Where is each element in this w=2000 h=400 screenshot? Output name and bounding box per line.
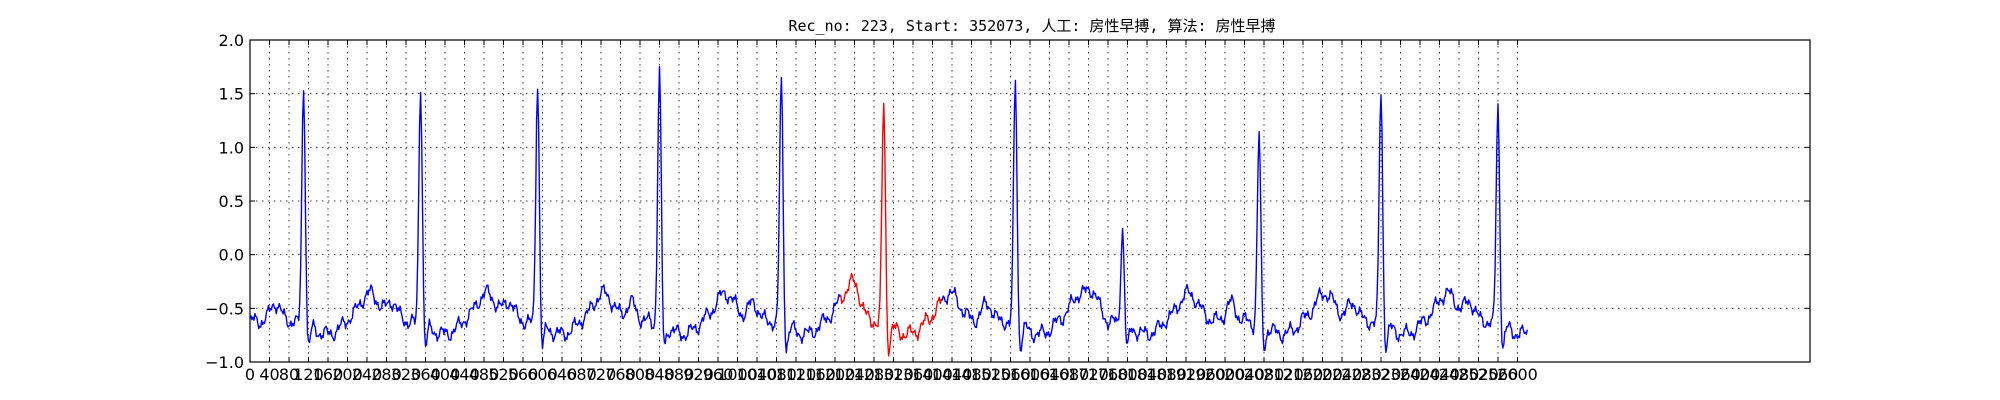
x-tick-label: 880	[664, 365, 695, 384]
x-tick-label: 1600	[1010, 365, 1051, 384]
x-tick-label: 1560	[990, 365, 1031, 384]
x-tick-label: 400	[430, 365, 461, 384]
x-tick-label: 920	[683, 365, 714, 384]
ecg-traces	[249, 66, 1528, 357]
x-tick-label: 440	[449, 365, 480, 384]
x-tick-label: 1400	[912, 365, 953, 384]
x-tick-label: 200	[332, 365, 363, 384]
x-tick-label: 2560	[1478, 365, 1519, 384]
x-tick-label: 480	[469, 365, 500, 384]
grid-layer	[250, 40, 1810, 362]
x-tick-label: 2160	[1283, 365, 1324, 384]
x-tick-label: 800	[625, 365, 656, 384]
x-tick-label: 1640	[1029, 365, 1070, 384]
x-tick-label: 560	[508, 365, 539, 384]
x-tick-label: 1680	[1049, 365, 1090, 384]
x-tick-label: 680	[566, 365, 597, 384]
x-tick-label: 1240	[834, 365, 875, 384]
x-tick-label: 0	[245, 365, 255, 384]
x-tick-label: 1120	[776, 365, 817, 384]
ecg-segment-normal	[249, 66, 841, 354]
x-tick-label: 1880	[1146, 365, 1187, 384]
x-tick-label: 1160	[795, 365, 836, 384]
x-tick-label: 1200	[815, 365, 856, 384]
x-tick-label: 1360	[893, 365, 934, 384]
x-tick-label: 1520	[971, 365, 1012, 384]
x-tick-label: 520	[488, 365, 519, 384]
x-tick-label: 2520	[1458, 365, 1499, 384]
x-tick-label: 160	[313, 365, 344, 384]
y-tick-label: −0.5	[205, 299, 244, 318]
x-tick-label: 2040	[1224, 365, 1265, 384]
x-tick-label: 720	[586, 365, 617, 384]
x-tick-label: 1440	[932, 365, 973, 384]
x-tick-label: 600	[527, 365, 558, 384]
ecg-segment-normal	[941, 79, 1528, 353]
x-tick-label: 1920	[1166, 365, 1207, 384]
x-tick-label: 840	[644, 365, 675, 384]
x-tick-label: 320	[391, 365, 422, 384]
x-tick-label: 1840	[1127, 365, 1168, 384]
x-tick-label: 2080	[1244, 365, 1285, 384]
x-tick-label: 2440	[1419, 365, 1460, 384]
y-tick-label: 2.0	[219, 31, 244, 50]
x-tick-label: 2000	[1205, 365, 1246, 384]
x-tick-label: 1040	[737, 365, 778, 384]
x-tick-label: 760	[605, 365, 636, 384]
x-tick-label: 1000	[717, 365, 758, 384]
y-tick-label: −1.0	[205, 353, 244, 372]
x-tick-label: 2480	[1439, 365, 1480, 384]
y-tick-label: 0.5	[219, 192, 244, 211]
x-tick-label: 2600	[1497, 365, 1538, 384]
x-tick-label: 2360	[1380, 365, 1421, 384]
x-tick-label: 2400	[1400, 365, 1441, 384]
x-tick-label: 240	[352, 365, 383, 384]
x-tick-label: 2280	[1341, 365, 1382, 384]
x-tick-label: 640	[547, 365, 578, 384]
chart-title: Rec_no: 223, Start: 352073, 人工: 房性早搏, 算法…	[788, 17, 1275, 35]
x-tick-label: 2200	[1302, 365, 1343, 384]
x-tick-label: 2240	[1322, 365, 1363, 384]
x-tick-label: 1280	[854, 365, 895, 384]
y-tick-label: 1.0	[219, 138, 244, 157]
x-tick-label: 2320	[1361, 365, 1402, 384]
x-tick-label: 1080	[756, 365, 797, 384]
x-tick-label: 360	[410, 365, 441, 384]
x-tick-label: 1320	[873, 365, 914, 384]
x-tick-label: 1800	[1107, 365, 1148, 384]
x-tick-label: 80	[279, 365, 299, 384]
axis-ticks: 0 40 8012016020024028032036040044048052056…	[205, 31, 1810, 384]
x-tick-label: 1960	[1185, 365, 1226, 384]
y-tick-label: 0.0	[219, 246, 244, 265]
x-tick-label: 1720	[1068, 365, 1109, 384]
y-tick-label: 1.5	[219, 85, 244, 104]
x-tick-label: 960	[703, 365, 734, 384]
x-tick-label: 40	[259, 365, 279, 384]
x-tick-label: 280	[371, 365, 402, 384]
x-tick-label: 120	[293, 365, 324, 384]
x-tick-label: 2120	[1263, 365, 1304, 384]
ecg-segment-highlighted	[839, 102, 943, 357]
x-tick-label: 1760	[1088, 365, 1129, 384]
x-tick-label: 1480	[951, 365, 992, 384]
